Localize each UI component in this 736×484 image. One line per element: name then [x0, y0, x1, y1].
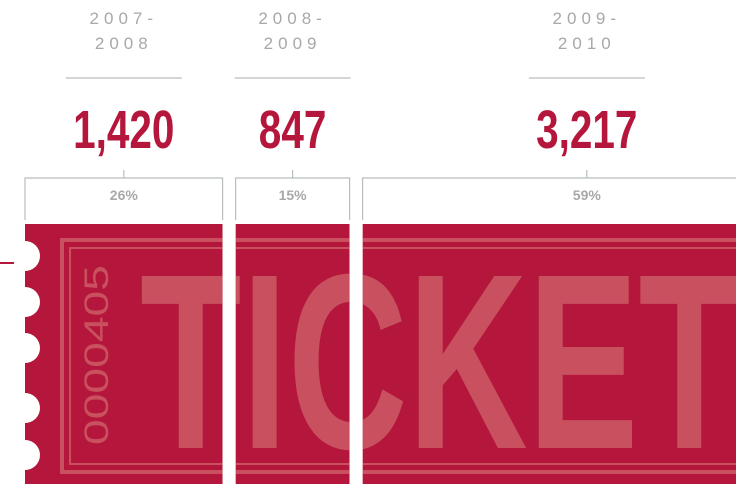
period-label: 2008-2009 [258, 6, 328, 56]
period-label: 2007-2008 [89, 6, 159, 56]
bracket [363, 170, 736, 220]
segment-gap [223, 222, 236, 484]
chart: TICKET000040526%1,42015%84759%3,217 [0, 0, 736, 484]
infographic: TICKET000040526%1,42015%84759%3,217 2007… [0, 0, 736, 484]
ticket-notch [10, 241, 40, 271]
share-label: 15% [279, 187, 308, 203]
serial-number: 0000405 [78, 265, 116, 445]
value-label: 847 [259, 100, 327, 160]
ticket-notch [10, 333, 40, 363]
value-label: 3,217 [536, 100, 637, 160]
ticket-notch [10, 393, 40, 423]
period-label: 2009-2010 [552, 6, 622, 56]
segment-gap [350, 222, 363, 484]
share-label: 59% [573, 187, 602, 203]
ticket-notch [10, 440, 40, 470]
value-label: 1,420 [73, 100, 174, 160]
share-label: 26% [110, 187, 139, 203]
ticket-notch [10, 287, 40, 317]
